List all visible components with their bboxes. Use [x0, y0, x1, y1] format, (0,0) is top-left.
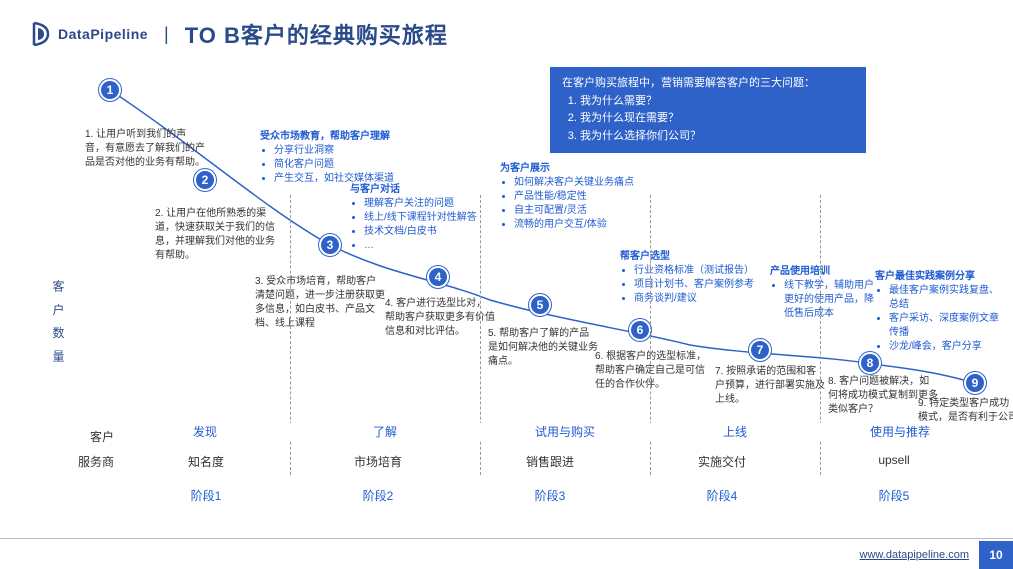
step-desc-5: 5. 帮助客户了解的产品是如何解决他的关键业务痛点。	[488, 327, 598, 369]
header: DataPipeline | TO B客户的经典购买旅程	[0, 0, 1013, 50]
customer-phase-label: 上线	[717, 425, 753, 439]
provider-phase-row: 服务商 知名度市场培育销售跟进实施交付upsell	[68, 453, 980, 470]
customer-phase-label: 试用与购买	[529, 425, 601, 439]
anno-head: 客户最佳实践案例分享	[875, 270, 1005, 284]
logo-icon	[30, 21, 52, 47]
page-number: 10	[979, 541, 1013, 569]
provider-phase-label: 实施交付	[636, 453, 808, 470]
provider-phase-label: 知名度	[120, 453, 292, 470]
anno-selection: 帮客户选型 行业资格标准（测试报告） 项目计划书、客户案例参考 商务谈判/建议	[620, 250, 780, 306]
anno-item: 简化客户问题	[274, 158, 420, 172]
stage-label: 阶段5	[808, 487, 980, 504]
anno-item: 项目计划书、客户案例参考	[634, 278, 780, 292]
anno-head: 帮客户选型	[620, 250, 780, 264]
customer-phase-label: 了解	[367, 425, 403, 439]
anno-head: 受众市场教育，帮助客户理解	[260, 130, 420, 144]
anno-head: 与客户对话	[350, 183, 500, 197]
footer: www.datapipeline.com 10	[860, 541, 1013, 569]
anno-training: 产品使用培训 线下教学，辅助用户更好的使用产品，降低售后成本	[770, 265, 880, 321]
divider: |	[164, 24, 169, 45]
step-desc-6: 6. 根据客户的选型标准，帮助客户确定自己是可信任的合作伙伴。	[595, 350, 710, 392]
anno-item: 如何解决客户关键业务痛点	[514, 176, 650, 190]
step-desc-4: 4. 客户进行选型比对，帮助客户获取更多有价值信息和对比评估。	[385, 297, 495, 339]
anno-demo: 为客户展示 如何解决客户关键业务痛点 产品性能/稳定性 自主可配置/灵活 流畅的…	[500, 162, 650, 232]
journey-node-4: 4	[427, 266, 449, 288]
journey-node-2: 2	[194, 169, 216, 191]
footer-link[interactable]: www.datapipeline.com	[860, 549, 969, 561]
stage-row: 阶段1阶段2阶段3阶段4阶段5	[68, 487, 980, 504]
row-label-customer: 客户	[68, 428, 120, 445]
journey-node-1: 1	[99, 79, 121, 101]
anno-item: 线下教学，辅助用户更好的使用产品，降低售后成本	[784, 279, 880, 321]
anno-item: 客户采访、深度案例文章传播	[889, 312, 1005, 340]
provider-phase-label: 市场培育	[292, 453, 464, 470]
anno-item: 最佳客户案例实践复盘、总结	[889, 284, 1005, 312]
journey-node-3: 3	[319, 234, 341, 256]
footer-divider	[0, 538, 1013, 539]
journey-node-8: 8	[859, 352, 881, 374]
anno-market-education: 受众市场教育，帮助客户理解 分享行业洞察 简化客户问题 产生交互，如社交媒体渠道	[260, 130, 420, 186]
step-desc-1: 1. 让用户听到我们的声音，有意愿去了解我们的产品是否对他的业务有帮助。	[85, 128, 205, 170]
anno-item: 分享行业洞察	[274, 144, 420, 158]
anno-item: 流畅的用户交互/体验	[514, 218, 650, 232]
customer-phase-label: 发现	[187, 425, 223, 439]
row-label-provider: 服务商	[68, 453, 120, 470]
journey-node-9: 9	[964, 372, 986, 394]
customer-phase-row: 客户 发现 了解 试用与购买 上线 使用与推荐	[68, 427, 980, 445]
customer-phase-label: 使用与推荐	[864, 425, 936, 439]
anno-item: 行业资格标准（测试报告）	[634, 264, 780, 278]
anno-head: 为客户展示	[500, 162, 650, 176]
anno-item: 产品性能/稳定性	[514, 190, 650, 204]
logo: DataPipeline	[30, 21, 148, 47]
stage-label: 阶段4	[636, 487, 808, 504]
journey-node-6: 6	[629, 319, 651, 341]
logo-text: DataPipeline	[58, 26, 148, 42]
step-desc-7: 7. 按照承诺的范围和客户预算，进行部署实施及上线。	[715, 365, 825, 407]
stage-label: 阶段1	[120, 487, 292, 504]
journey-chart: 客 户 数 量 在客户购买旅程中，营销需要解答客户的三大问题： 我为什么需要？ …	[50, 55, 990, 515]
step-desc-3: 3. 受众市场培育，帮助客户清楚问题，进一步注册获取更多信息，如白皮书、产品文档…	[255, 275, 385, 331]
stage-label: 阶段3	[464, 487, 636, 504]
anno-item: 自主可配置/灵活	[514, 204, 650, 218]
page-title: TO B客户的经典购买旅程	[185, 18, 448, 50]
anno-item: 沙龙/峰会，客户分享	[889, 340, 1005, 354]
journey-node-5: 5	[529, 294, 551, 316]
step-desc-2: 2. 让用户在他所熟悉的渠道，快速获取关于我们的信息，并理解我们对他的业务有帮助…	[155, 207, 275, 263]
anno-head: 产品使用培训	[770, 265, 880, 279]
stage-label: 阶段2	[292, 487, 464, 504]
provider-phase-label: 销售跟进	[464, 453, 636, 470]
anno-best-practice: 客户最佳实践案例分享 最佳客户案例实践复盘、总结 客户采访、深度案例文章传播 沙…	[875, 270, 1005, 354]
anno-dialogue: 与客户对话 理解客户关注的问题 线上/线下课程针对性解答 技术文档/白皮书 …	[350, 183, 500, 253]
anno-item: 商务谈判/建议	[634, 292, 780, 306]
journey-node-7: 7	[749, 339, 771, 361]
provider-phase-label: upsell	[808, 453, 980, 470]
